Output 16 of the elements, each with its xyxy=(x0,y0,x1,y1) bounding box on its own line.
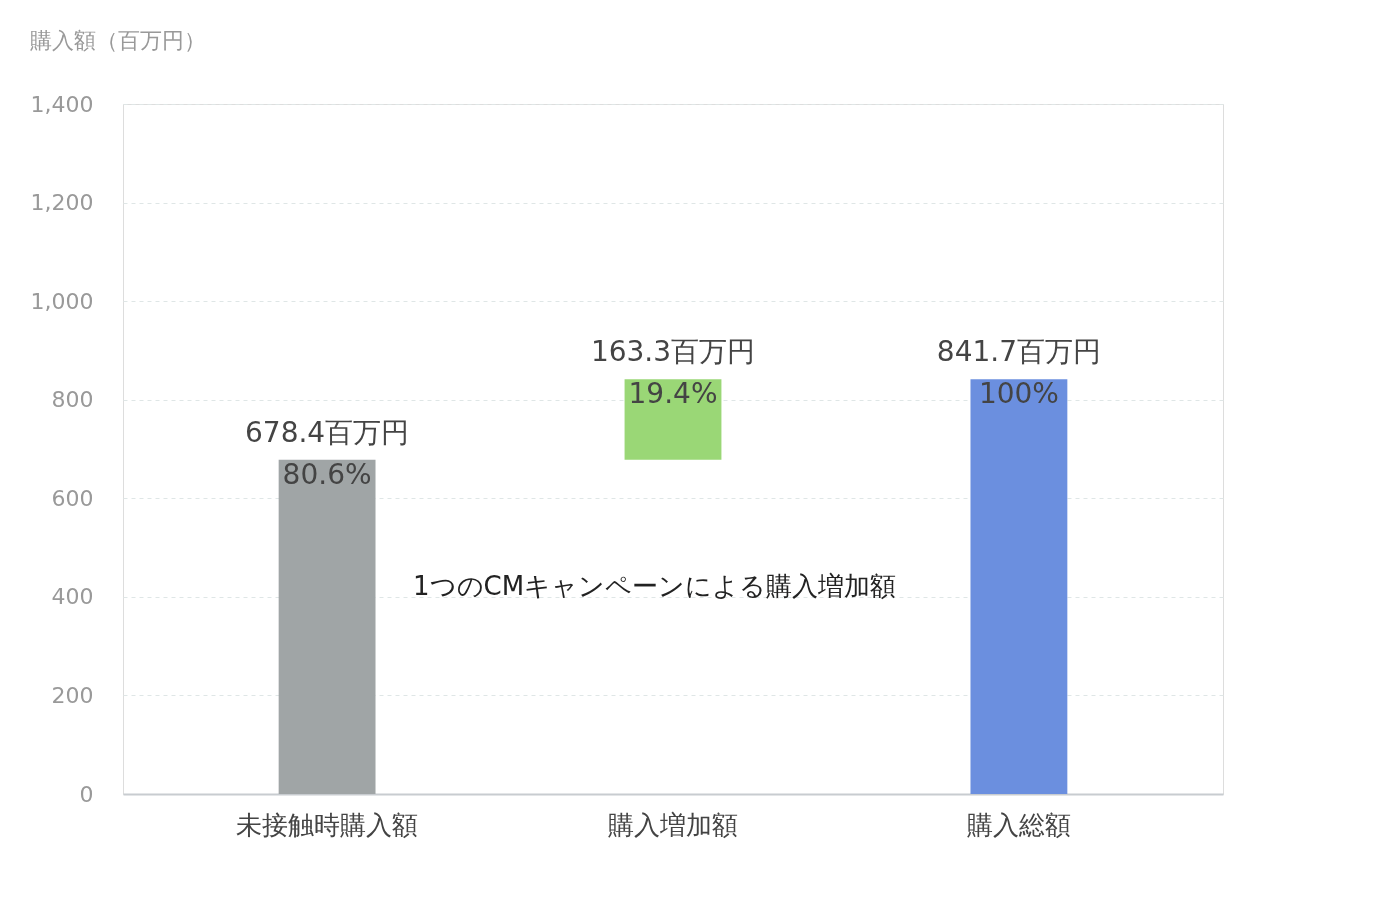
y-tick-label: 0 xyxy=(79,781,94,807)
y-tick-label: 200 xyxy=(51,682,94,708)
data-label: 163.3百万円 19.4% xyxy=(590,335,756,411)
x-tick-label: 未接触時購入額 xyxy=(236,809,419,840)
x-tick-label: 購入増加額 xyxy=(608,809,738,840)
y-tick-label: 1,400 xyxy=(30,91,94,117)
data-label: 678.4百万円 80.6% xyxy=(245,415,410,491)
annotation: 1つのCMキャンペーンによる購入増加額 xyxy=(413,571,897,601)
y-tick-label: 400 xyxy=(51,584,94,610)
x-tick-label: 購入総額 xyxy=(966,809,1071,840)
y-axis-title: 購入額（百万円） xyxy=(30,28,207,53)
y-tick-label: 1,000 xyxy=(30,288,94,314)
data-label: 841.7百万円 100% xyxy=(936,335,1101,411)
y-tick-label: 1,200 xyxy=(30,190,94,216)
y-tick-label: 600 xyxy=(51,485,94,511)
y-tick-label: 800 xyxy=(51,387,94,413)
